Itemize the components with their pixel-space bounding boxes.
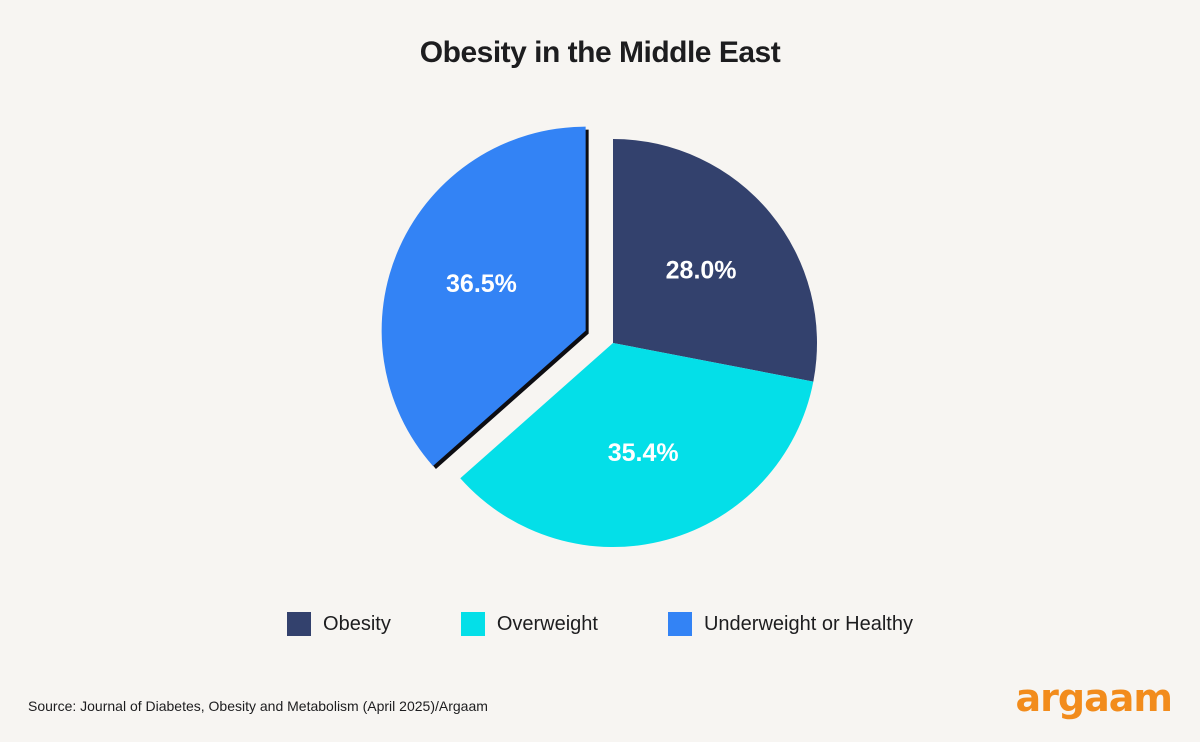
legend-item-obesity: Obesity [287,612,391,636]
pie-slice-overweight [460,343,814,547]
pie-slice-obesity [613,139,818,382]
legend-swatch-obesity [287,612,312,636]
legend-label-obesity: Obesity [323,612,391,635]
legend-swatch-overweight [460,612,485,636]
data-label-obesity: 28.0% [666,256,737,284]
argaam-logo: argaam [1015,676,1173,720]
pie-chart: 28.0% 35.4% 36.5% [381,126,818,547]
legend-label-underweight-or-healthy: Underweight or Healthy [703,612,913,635]
legend-item-overweight: Overweight [460,612,598,636]
legend-label-overweight: Overweight [496,612,598,635]
source-note: Source: Journal of Diabetes, Obesity and… [28,698,488,714]
pie-slice-underweight-or-healthy [381,126,586,466]
legend-item-underweight-or-healthy: Underweight or Healthy [667,612,913,636]
legend-swatch-underweight-or-healthy [667,612,692,636]
data-label-overweight: 35.4% [608,439,679,467]
data-label-underweight-or-healthy: 36.5% [446,270,517,298]
legend: Obesity Overweight Underweight or Health… [0,612,1200,636]
chart-title: Obesity in the Middle East [419,36,781,69]
